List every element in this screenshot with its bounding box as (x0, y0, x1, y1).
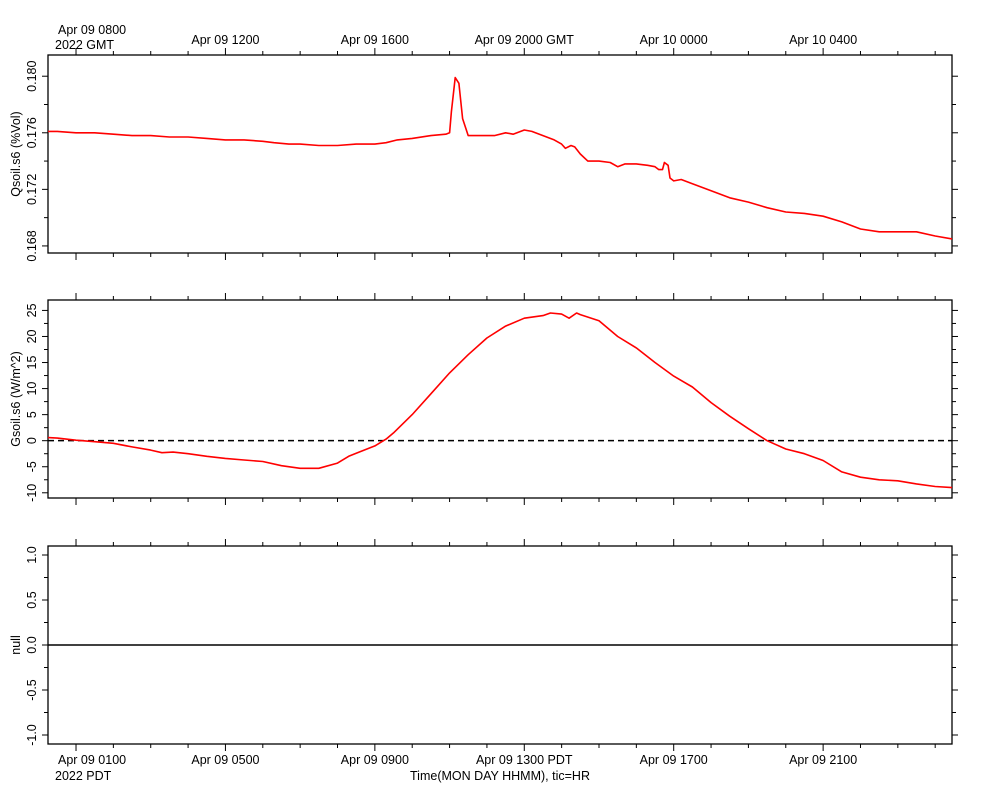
series-line (47, 312, 953, 489)
plot-frame (47, 54, 953, 254)
top-first-tick-label: Apr 09 0800 (58, 23, 126, 37)
bottom-year-tz-label: 2022 PDT (55, 769, 112, 783)
top-tick-label: Apr 10 0400 (789, 33, 857, 47)
x-axis-label: Time(MON DAY HHMM), tic=HR (410, 769, 590, 783)
bottom-tick-label: Apr 09 1300 PDT (476, 753, 573, 767)
y-tick-label: 0.172 (25, 174, 39, 205)
plot-frame (47, 299, 953, 499)
y-tick-label: 0.180 (25, 61, 39, 92)
bottom-first-tick-label: Apr 09 0100 (58, 753, 126, 767)
y-tick-label: 0 (25, 437, 39, 444)
y-tick-label: 25 (25, 303, 39, 317)
panel-2: -10 -5 0 5 10 15 20 25 Gsoil.s6 (W/m^2) (9, 293, 958, 505)
y-tick-label: 20 (25, 329, 39, 343)
y-tick-label: 0.5 (25, 591, 39, 608)
top-tick-label: Apr 09 1200 (191, 33, 259, 47)
top-tick-label: Apr 09 1600 (341, 33, 409, 47)
y-tick-label: 0.176 (25, 117, 39, 148)
y-axis-label: null (9, 635, 23, 654)
y-axis-label: Gsoil.s6 (W/m^2) (9, 351, 23, 446)
y-tick-label: 0.0 (25, 636, 39, 653)
y-tick-label: 5 (25, 411, 39, 418)
y-tick-label: -1.0 (25, 724, 39, 746)
bottom-tick-label: Apr 09 1700 (640, 753, 708, 767)
y-tick-label: -5 (25, 461, 39, 472)
y-tick-label: 15 (25, 356, 39, 370)
bottom-tick-label: Apr 09 0500 (191, 753, 259, 767)
top-year-tz-label: 2022 GMT (55, 38, 114, 52)
bottom-tick-label: Apr 09 0900 (341, 753, 409, 767)
y-tick-label: 0.168 (25, 230, 39, 261)
y-tick-label: 1.0 (25, 546, 39, 563)
y-tick-label: -10 (25, 484, 39, 502)
series-line (48, 76, 953, 240)
panel-1: 0.168 0.172 0.176 0.180 Qsoil.s6 (%Vol) (9, 48, 958, 262)
y-tick-label: 10 (25, 382, 39, 396)
top-tick-label: Apr 09 2000 GMT (475, 33, 575, 47)
y-axis-label: Qsoil.s6 (%Vol) (9, 111, 23, 196)
y-tick-label: -0.5 (25, 679, 39, 701)
bottom-tick-label: Apr 09 2100 (789, 753, 857, 767)
panel-3: -1.0 -0.5 0.0 0.5 1.0 null (9, 539, 958, 751)
top-tick-label: Apr 10 0000 (640, 33, 708, 47)
